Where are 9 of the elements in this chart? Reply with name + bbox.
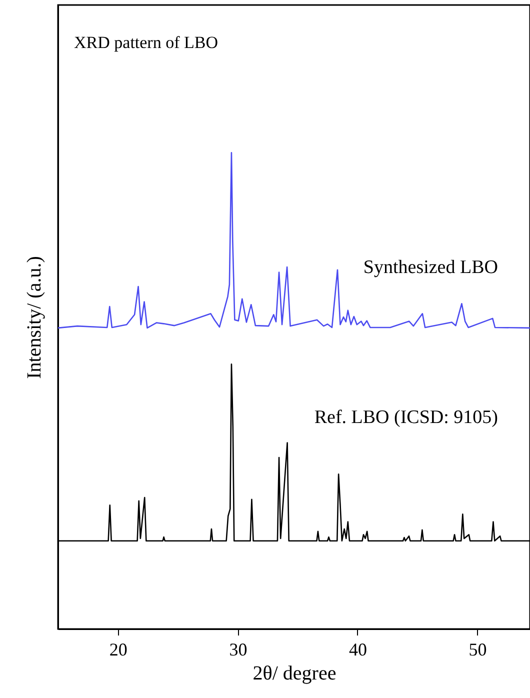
text: XRD pattern of LBO <box>74 33 218 52</box>
series-label: Ref. LBO (ICSD: 9105) <box>314 407 498 428</box>
x-axis-title: 2θ/ degree <box>252 662 336 684</box>
y-axis-title: Intensity/ (a.u.) <box>24 256 46 379</box>
x-tick-label: 20 <box>109 640 128 660</box>
x-tick-label: 50 <box>468 640 487 660</box>
x-tick-label: 30 <box>229 640 248 660</box>
series-label: Synthesized LBO <box>363 257 498 278</box>
x-tick-label: 40 <box>348 640 367 660</box>
